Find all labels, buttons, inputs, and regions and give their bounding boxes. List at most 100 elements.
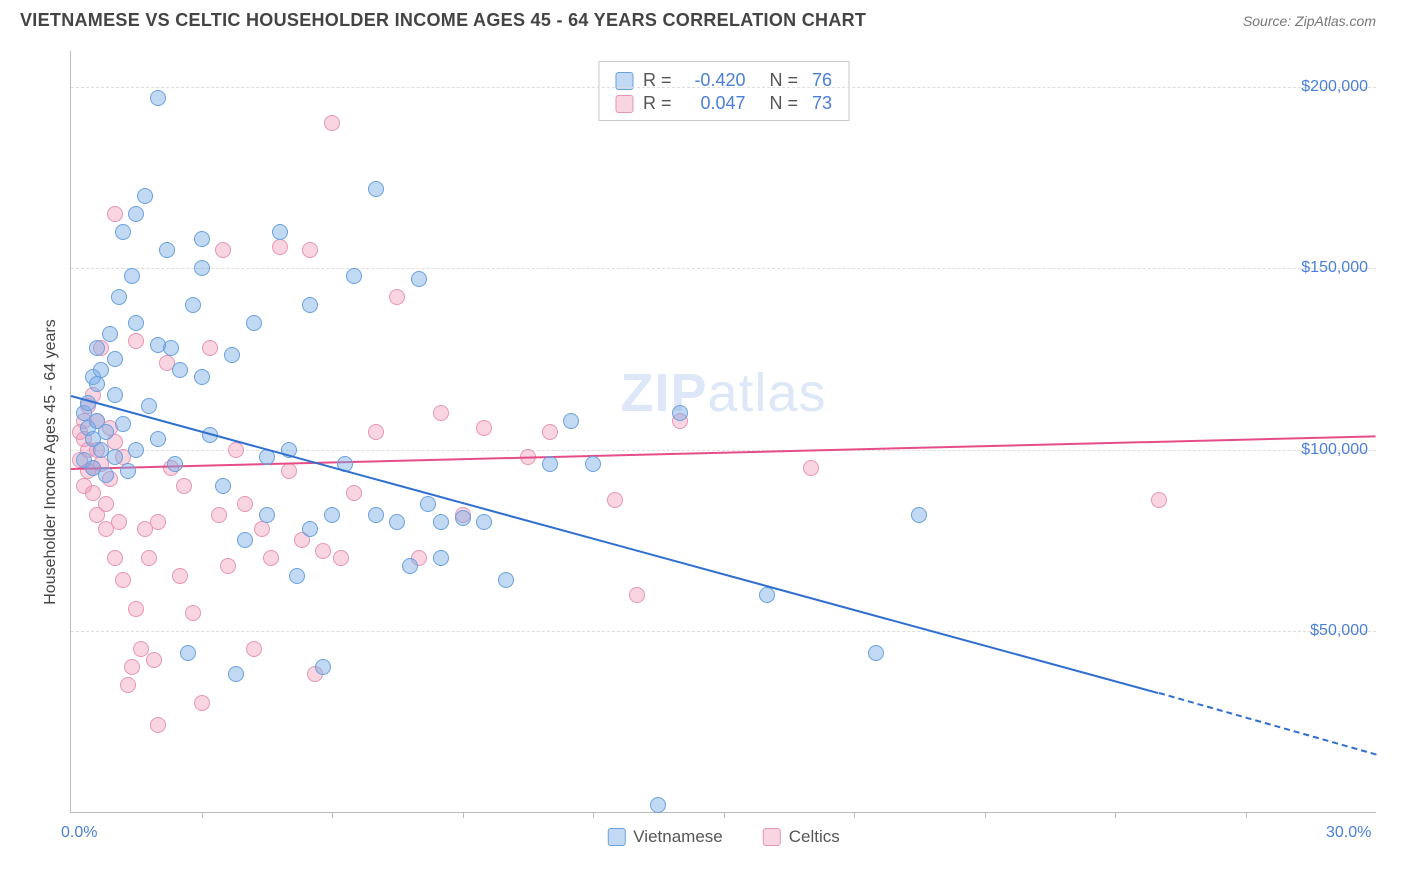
gridline-h xyxy=(71,268,1376,269)
scatter-point-celtics xyxy=(124,659,140,675)
chart-area: Householder Income Ages 45 - 64 years ZI… xyxy=(0,41,1406,883)
legend-label: Vietnamese xyxy=(633,827,722,847)
scatter-point-vietnamese xyxy=(115,224,131,240)
scatter-point-vietnamese xyxy=(137,188,153,204)
scatter-point-vietnamese xyxy=(315,659,331,675)
scatter-point-vietnamese xyxy=(98,424,114,440)
scatter-point-celtics xyxy=(150,514,166,530)
legend-r-label: R = xyxy=(643,93,672,114)
scatter-point-celtics xyxy=(254,521,270,537)
scatter-point-vietnamese xyxy=(124,268,140,284)
scatter-point-vietnamese xyxy=(346,268,362,284)
scatter-point-vietnamese xyxy=(420,496,436,512)
y-tick-label: $200,000 xyxy=(1301,78,1368,96)
scatter-point-vietnamese xyxy=(185,297,201,313)
scatter-point-vietnamese xyxy=(289,568,305,584)
scatter-point-vietnamese xyxy=(237,532,253,548)
scatter-point-vietnamese xyxy=(128,206,144,222)
scatter-point-vietnamese xyxy=(111,289,127,305)
scatter-point-celtics xyxy=(185,605,201,621)
scatter-point-celtics xyxy=(194,695,210,711)
gridline-h xyxy=(71,631,1376,632)
scatter-point-vietnamese xyxy=(194,369,210,385)
scatter-point-celtics xyxy=(315,543,331,559)
scatter-point-celtics xyxy=(542,424,558,440)
scatter-point-celtics xyxy=(98,496,114,512)
scatter-point-vietnamese xyxy=(650,797,666,813)
x-tick xyxy=(985,812,986,818)
scatter-point-celtics xyxy=(107,550,123,566)
scatter-point-celtics xyxy=(141,550,157,566)
scatter-point-vietnamese xyxy=(98,467,114,483)
scatter-point-celtics xyxy=(1151,492,1167,508)
legend-label: Celtics xyxy=(789,827,840,847)
scatter-point-vietnamese xyxy=(433,550,449,566)
legend-statistics: R =-0.420N =76R =0.047N =73 xyxy=(598,61,849,121)
legend-swatch xyxy=(763,828,781,846)
watermark-bold: ZIP xyxy=(620,363,707,423)
scatter-point-vietnamese xyxy=(107,449,123,465)
legend-swatch xyxy=(607,828,625,846)
scatter-point-vietnamese xyxy=(585,456,601,472)
scatter-point-celtics xyxy=(263,550,279,566)
scatter-point-celtics xyxy=(215,242,231,258)
scatter-point-vietnamese xyxy=(215,478,231,494)
y-tick-label: $50,000 xyxy=(1310,622,1368,640)
y-axis-label: Householder Income Ages 45 - 64 years xyxy=(42,319,60,605)
scatter-point-celtics xyxy=(803,460,819,476)
plot-region: ZIPatlas R =-0.420N =76R =0.047N =73 Vie… xyxy=(70,51,1376,813)
scatter-point-celtics xyxy=(629,587,645,603)
gridline-h xyxy=(71,87,1376,88)
legend-n-label: N = xyxy=(769,93,798,114)
scatter-point-vietnamese xyxy=(542,456,558,472)
scatter-point-vietnamese xyxy=(89,376,105,392)
scatter-point-vietnamese xyxy=(402,558,418,574)
scatter-point-celtics xyxy=(281,463,297,479)
legend-n-value: 73 xyxy=(812,93,832,114)
x-tick-label: 30.0% xyxy=(1326,824,1371,842)
source-name: ZipAtlas.com xyxy=(1295,13,1376,29)
legend-r-value: 0.047 xyxy=(685,93,745,114)
scatter-point-vietnamese xyxy=(128,442,144,458)
scatter-point-celtics xyxy=(120,677,136,693)
scatter-point-celtics xyxy=(211,507,227,523)
scatter-point-vietnamese xyxy=(302,297,318,313)
scatter-point-celtics xyxy=(115,572,131,588)
scatter-point-celtics xyxy=(202,340,218,356)
scatter-point-vietnamese xyxy=(159,242,175,258)
scatter-point-vietnamese xyxy=(368,181,384,197)
scatter-point-celtics xyxy=(128,601,144,617)
scatter-point-vietnamese xyxy=(272,224,288,240)
scatter-point-vietnamese xyxy=(107,351,123,367)
scatter-point-celtics xyxy=(433,405,449,421)
scatter-point-vietnamese xyxy=(120,463,136,479)
x-tick xyxy=(593,812,594,818)
scatter-point-vietnamese xyxy=(115,416,131,432)
scatter-point-vietnamese xyxy=(102,326,118,342)
scatter-point-vietnamese xyxy=(150,337,166,353)
scatter-point-vietnamese xyxy=(498,572,514,588)
x-tick xyxy=(854,812,855,818)
scatter-point-vietnamese xyxy=(128,315,144,331)
scatter-point-vietnamese xyxy=(324,507,340,523)
scatter-point-celtics xyxy=(128,333,144,349)
scatter-point-celtics xyxy=(111,514,127,530)
scatter-point-celtics xyxy=(237,496,253,512)
scatter-point-vietnamese xyxy=(141,398,157,414)
trend-line xyxy=(1158,692,1376,756)
x-tick xyxy=(724,812,725,818)
scatter-point-vietnamese xyxy=(411,271,427,287)
y-tick-label: $100,000 xyxy=(1301,441,1368,459)
scatter-point-celtics xyxy=(176,478,192,494)
watermark-light: atlas xyxy=(707,363,826,423)
x-tick xyxy=(1246,812,1247,818)
scatter-point-vietnamese xyxy=(194,231,210,247)
scatter-point-celtics xyxy=(302,242,318,258)
scatter-point-vietnamese xyxy=(224,347,240,363)
legend-bottom: Vietnamese Celtics xyxy=(607,827,839,847)
scatter-point-vietnamese xyxy=(172,362,188,378)
scatter-point-vietnamese xyxy=(167,456,183,472)
scatter-point-celtics xyxy=(246,641,262,657)
scatter-point-vietnamese xyxy=(246,315,262,331)
legend-stat-row: R = 0.047 N = 73 xyxy=(615,93,832,114)
